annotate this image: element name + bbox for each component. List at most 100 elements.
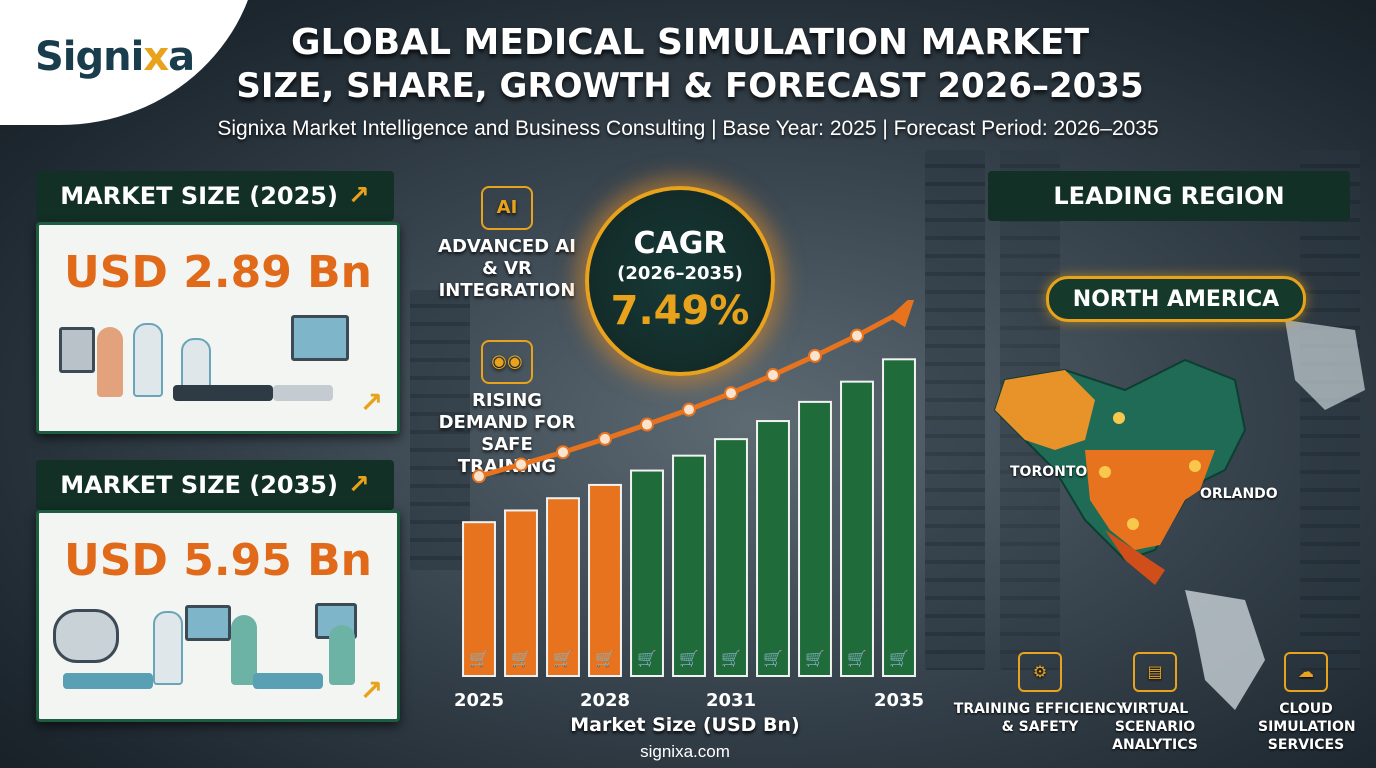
bed-icon: [173, 385, 273, 401]
cart-icon: 🛒: [889, 649, 909, 668]
south-america-shape: [1185, 590, 1265, 710]
trend-point: [808, 348, 822, 363]
nurse-figure: [329, 625, 355, 685]
market-2025-label: MARKET SIZE (2025): [60, 182, 338, 210]
location-pin-icon: [1189, 460, 1201, 472]
robot-icon: ⚙: [1018, 652, 1062, 692]
doctor-figure: [133, 323, 163, 397]
cart-icon: 🛒: [553, 649, 573, 668]
monitor-icon: [185, 605, 231, 641]
chart-bar: [756, 420, 790, 677]
monitor-icon: [291, 315, 349, 361]
arrow-up-right-icon: ↗: [347, 181, 370, 211]
chart-bar: [462, 521, 496, 677]
surgery-bed-icon: [253, 673, 323, 689]
website-link[interactable]: signixa.com: [640, 742, 730, 761]
x-tick-label: 2031: [706, 690, 756, 711]
trend-point: [682, 402, 696, 417]
cagr-badge: CAGR (2026–2035) 7.49%: [585, 186, 775, 376]
cart-icon: 🛒: [721, 649, 741, 668]
location-pin-icon: [1127, 518, 1139, 530]
cart-icon: 🛒: [595, 649, 615, 668]
market-2035-label: MARKET SIZE (2035): [60, 471, 338, 499]
cart-icon: 🛒: [469, 649, 489, 668]
chart-bar: [504, 509, 538, 677]
x-tick-label: 2025: [454, 690, 504, 711]
chart-bar: [672, 454, 706, 677]
trend-line: [478, 311, 901, 479]
mexico-shape: [1105, 530, 1165, 585]
bottom-feature: ⚙ TRAINING EFFICIENCY & SAFETY: [950, 652, 1130, 736]
page-title-line2: SIZE, SHARE, GROWTH & FORECAST 2026–2035: [236, 66, 1144, 106]
chart-bar: [882, 358, 916, 677]
patient-figure: [97, 327, 123, 397]
trend-point: [724, 386, 738, 401]
trend-up-icon: ↗: [359, 674, 383, 707]
bottom-feature: ▤ VIRTUAL SCENARIO ANALYTICS: [1080, 652, 1230, 754]
trend-up-icon: ↗: [359, 386, 383, 419]
trend-point: [850, 328, 864, 343]
market-2025-value: USD 2.89 Bn: [64, 247, 372, 298]
cagr-period: (2026–2035): [617, 263, 743, 284]
trend-point: [514, 457, 528, 472]
chart-bar: [546, 497, 580, 677]
leading-region-badge: NORTH AMERICA: [1046, 276, 1306, 322]
x-tick-label: 2028: [580, 690, 630, 711]
chart-bar: [798, 400, 832, 678]
greenland-shape: [1285, 320, 1365, 410]
scanner-icon: [273, 385, 333, 401]
logo-text-x: x: [143, 34, 169, 80]
monitor-icon: [59, 327, 95, 373]
background-rack: [1300, 150, 1360, 670]
bottom-feature-label: VIRTUAL SCENARIO ANALYTICS: [1112, 701, 1198, 753]
cart-icon: 🛒: [847, 649, 867, 668]
page-subtitle: Signixa Market Intelligence and Business…: [217, 117, 1159, 140]
location-pin-icon: [1099, 466, 1111, 478]
cagr-value: 7.49%: [610, 288, 750, 334]
scanner-icon: [53, 609, 119, 663]
usa-shape: [1085, 450, 1215, 550]
cloud-icon: ☁: [1284, 652, 1328, 692]
background-rack: [410, 290, 470, 570]
logo-text-main: Signi: [35, 34, 144, 80]
trend-arrowhead: [889, 300, 915, 328]
chart-bar: [714, 438, 748, 677]
cart-icon: 🛒: [637, 649, 657, 668]
doctor-figure: [153, 611, 183, 685]
chart-bar: [840, 380, 874, 678]
clinic-illustration: [53, 315, 383, 407]
ai-chip-text: AI: [496, 197, 518, 218]
brand-logo[interactable]: Signixa: [35, 34, 195, 80]
bottom-feature: ☁ CLOUD SIMULATION SERVICES: [1258, 652, 1356, 754]
arrow-up-right-icon: ↗: [347, 470, 370, 500]
location-pin-icon: [1113, 412, 1125, 424]
feature-ai-vr: AI ADVANCED AI & VR INTEGRATION: [432, 186, 582, 302]
bottom-feature-label: CLOUD SIMULATION SERVICES: [1258, 701, 1356, 753]
region-header: LEADING REGION: [988, 171, 1350, 221]
surgeon-figure: [231, 615, 257, 685]
page-title: GLOBAL MEDICAL SIMULATION MARKET: [290, 22, 1090, 63]
cagr-label: CAGR: [633, 226, 727, 261]
chart-bar: [588, 483, 622, 677]
vr-headset-icon: ◉◉: [481, 340, 533, 384]
feature-ai-vr-label: ADVANCED AI & VR INTEGRATION: [438, 236, 576, 301]
market-2025-panel: USD 2.89 Bn ↗: [36, 222, 400, 434]
north-america-map: [993, 320, 1365, 710]
chart-bar: [630, 469, 664, 677]
ai-chip-icon: AI: [481, 186, 533, 230]
market-2025-header: MARKET SIZE (2025) ↗: [36, 171, 394, 221]
market-size-bar-chart: 🛒 2025 🛒 🛒 🛒 2028 🛒 🛒 🛒 2031 🛒 🛒 🛒 🛒 2035: [454, 300, 924, 711]
trend-point: [556, 445, 570, 460]
hospital-illustration: [53, 603, 383, 695]
alaska-shape: [995, 370, 1095, 450]
market-2035-header: MARKET SIZE (2035) ↗: [36, 460, 394, 510]
trend-point: [598, 431, 612, 446]
market-2035-panel: USD 5.95 Bn ↗: [36, 510, 400, 722]
city-label: TORONTO: [1010, 464, 1088, 480]
background-rack: [925, 150, 985, 670]
cart-icon: 🛒: [511, 649, 531, 668]
logo-text-end: a: [168, 34, 195, 80]
city-label: ORLANDO: [1200, 486, 1278, 502]
x-axis-title: Market Size (USD Bn): [570, 714, 800, 736]
market-2035-value: USD 5.95 Bn: [64, 535, 372, 586]
